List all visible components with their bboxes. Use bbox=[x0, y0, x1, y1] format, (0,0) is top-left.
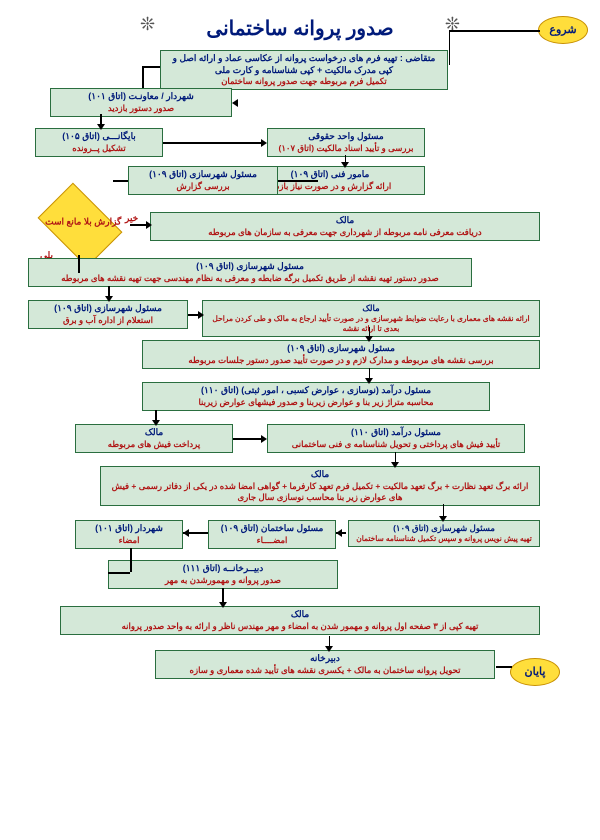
end-node: پایان bbox=[510, 658, 560, 686]
node-owner3: مالکپرداخت فیش های مربوطه bbox=[75, 424, 233, 453]
node-registry2: دبیرخانهتحویل پروانه ساختمان به مالک + ی… bbox=[155, 650, 495, 679]
ornament-left: ❊ bbox=[445, 14, 460, 35]
node-owner1: مالکدریافت معرفی نامه مربوطه از شهرداری … bbox=[150, 212, 540, 241]
node-urban4: مسئول شهرسازی (اتاق ۱۰۹)بررسی نقشه های م… bbox=[142, 340, 540, 369]
node-urban5: مسئول شهرسازی (اتاق ۱۰۹)تهیه پیش نویس پر… bbox=[348, 520, 540, 547]
node-owner5: مالکتهیه کپی از ۳ صفحه اول پروانه و مهمو… bbox=[60, 606, 540, 635]
node-applicant: متقاضی : تهیه فرم های درخواست پروانه از … bbox=[160, 50, 448, 90]
node-income2: مسئول درآمد (اتاق ۱۱۰)تأیید فیش های پردا… bbox=[267, 424, 525, 453]
node-owner4: مالکارائه برگ تعهد نظارت + برگ تعهد مالک… bbox=[100, 466, 540, 506]
page-title: صدور پروانه ساختمانی bbox=[206, 16, 393, 41]
node-income1: مسئول درآمد (نوسازی ، عوارض کسبی ، امور … bbox=[142, 382, 490, 411]
node-mayor: شهردار / معاونـت (اتاق ۱۰۱)صدور دستور با… bbox=[50, 88, 232, 117]
node-urban3: مسئول شهرسازی (اتاق ۱۰۹)استعلام از اداره… bbox=[28, 300, 188, 329]
node-registry1: دبیــرخانــه (اتاق ۱۱۱)صدور پروانه و مهم… bbox=[108, 560, 338, 589]
start-node: شروع bbox=[538, 16, 588, 44]
node-mayor2: شهردار (اتاق ۱۰۱)امضاء bbox=[75, 520, 183, 549]
node-owner2: مالکارائه نقشه های معماری با رعایت ضوابط… bbox=[202, 300, 540, 337]
node-bldg: مسئول ساختمان (اتاق ۱۰۹)امضــــاء bbox=[208, 520, 336, 549]
node-archive: بایگانـــی (اتاق ۱۰۵)تشکیل پــرونده bbox=[35, 128, 163, 157]
label-no: خیر bbox=[125, 213, 138, 224]
ornament-right: ❊ bbox=[140, 14, 155, 35]
node-legal: مسئول واحد حقوقیبررسی و تأیید اسناد مالک… bbox=[267, 128, 425, 157]
node-urban2: مسئول شهرسازی (اتاق ۱۰۹)صدور دستور تهیه … bbox=[28, 258, 472, 287]
node-urban1: مسئول شهرسازی (اتاق ۱۰۹)بررسی گزارش bbox=[128, 166, 278, 195]
